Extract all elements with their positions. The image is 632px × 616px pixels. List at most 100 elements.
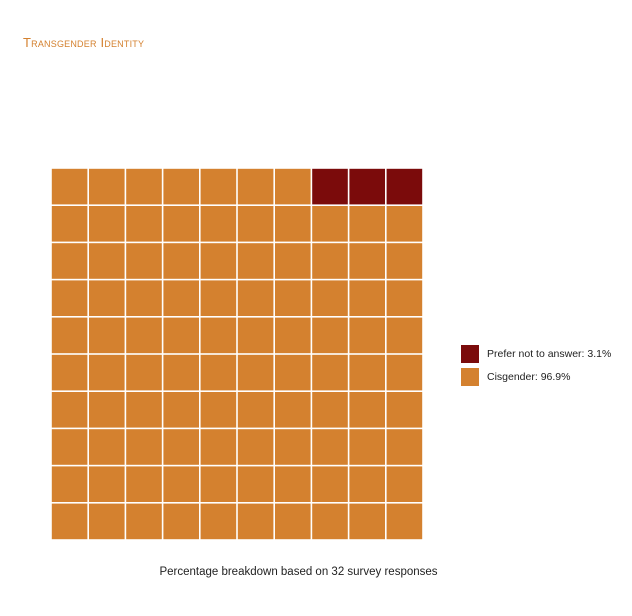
waffle-cell-cisgender (275, 503, 311, 540)
waffle-cell-cisgender (89, 354, 125, 391)
legend-swatch-cisgender (461, 367, 479, 386)
waffle-cell-cisgender (126, 466, 162, 502)
waffle-chart (51, 168, 423, 540)
waffle-cell-cisgender (237, 354, 274, 391)
waffle-cell-cisgender (89, 168, 125, 205)
waffle-cell-cisgender (200, 206, 237, 242)
waffle-cell-cisgender (163, 243, 199, 279)
waffle-cell-cisgender (89, 503, 125, 540)
waffle-cell-cisgender (51, 280, 88, 316)
waffle-cell-cisgender (200, 466, 237, 502)
waffle-cell-cisgender (126, 168, 162, 205)
waffle-cell-cisgender (386, 466, 423, 502)
waffle-cell-cisgender (349, 206, 385, 242)
waffle-cell-cisgender (349, 243, 385, 279)
waffle-cell-cisgender (89, 392, 125, 428)
waffle-cell-prefer-not (349, 168, 385, 205)
waffle-cell-cisgender (126, 429, 162, 465)
waffle-cell-cisgender (51, 317, 88, 354)
waffle-cell-cisgender (275, 392, 311, 428)
waffle-cell-cisgender (312, 429, 348, 465)
legend-label-prefer-not: Prefer not to answer: 3.1% (487, 347, 612, 360)
waffle-cell-cisgender (163, 206, 199, 242)
waffle-cell-cisgender (89, 280, 125, 316)
waffle-cell-cisgender (200, 280, 237, 316)
waffle-cell-cisgender (386, 354, 423, 391)
waffle-cell-cisgender (200, 503, 237, 540)
waffle-cell-cisgender (237, 466, 274, 502)
waffle-cell-cisgender (312, 317, 348, 354)
waffle-cell-cisgender (312, 206, 348, 242)
waffle-cell-cisgender (89, 206, 125, 242)
waffle-cell-cisgender (126, 354, 162, 391)
waffle-cell-cisgender (89, 429, 125, 465)
waffle-cell-cisgender (126, 392, 162, 428)
waffle-cell-cisgender (89, 317, 125, 354)
waffle-cell-cisgender (237, 243, 274, 279)
waffle-cell-cisgender (349, 280, 385, 316)
waffle-cell-cisgender (51, 168, 88, 205)
waffle-cell-cisgender (126, 243, 162, 279)
waffle-cell-cisgender (349, 317, 385, 354)
page-title: Transgender Identity (23, 35, 145, 50)
waffle-cell-cisgender (386, 392, 423, 428)
waffle-cell-prefer-not (312, 168, 348, 205)
waffle-cell-cisgender (89, 466, 125, 502)
waffle-cell-cisgender (163, 168, 199, 205)
legend-swatch-prefer-not (461, 344, 479, 363)
waffle-cell-cisgender (386, 206, 423, 242)
waffle-cell-cisgender (200, 392, 237, 428)
waffle-cell-cisgender (51, 392, 88, 428)
waffle-cell-cisgender (51, 206, 88, 242)
waffle-cell-cisgender (163, 317, 199, 354)
waffle-cell-cisgender (163, 503, 199, 540)
waffle-cell-cisgender (312, 243, 348, 279)
waffle-cell-cisgender (312, 503, 348, 540)
waffle-cell-cisgender (200, 317, 237, 354)
waffle-cell-cisgender (163, 429, 199, 465)
waffle-cell-cisgender (312, 392, 348, 428)
waffle-cell-cisgender (349, 354, 385, 391)
waffle-cell-cisgender (275, 466, 311, 502)
waffle-cell-cisgender (275, 206, 311, 242)
waffle-cell-cisgender (386, 317, 423, 354)
waffle-cell-cisgender (163, 392, 199, 428)
waffle-cell-cisgender (163, 466, 199, 502)
waffle-cell-cisgender (386, 280, 423, 316)
waffle-cell-cisgender (237, 503, 274, 540)
waffle-cell-cisgender (51, 429, 88, 465)
waffle-cell-cisgender (275, 354, 311, 391)
waffle-cell-cisgender (275, 168, 311, 205)
waffle-cell-cisgender (51, 503, 88, 540)
waffle-cell-cisgender (275, 429, 311, 465)
waffle-cell-prefer-not (386, 168, 423, 205)
waffle-cell-cisgender (386, 503, 423, 540)
waffle-cell-cisgender (237, 168, 274, 205)
waffle-cell-cisgender (163, 354, 199, 391)
waffle-cell-cisgender (349, 392, 385, 428)
waffle-cell-cisgender (126, 206, 162, 242)
waffle-cell-cisgender (349, 466, 385, 502)
waffle-cell-cisgender (312, 466, 348, 502)
waffle-cell-cisgender (200, 243, 237, 279)
waffle-cell-cisgender (51, 243, 88, 279)
legend-item-cisgender: Cisgender: 96.9% (461, 367, 611, 386)
waffle-cell-cisgender (89, 243, 125, 279)
waffle-cell-cisgender (200, 354, 237, 391)
legend-item-prefer-not: Prefer not to answer: 3.1% (461, 344, 611, 363)
waffle-cell-cisgender (237, 317, 274, 354)
waffle-cell-cisgender (275, 280, 311, 316)
waffle-cell-cisgender (312, 280, 348, 316)
waffle-cell-cisgender (51, 466, 88, 502)
waffle-cell-cisgender (349, 429, 385, 465)
waffle-cell-cisgender (51, 354, 88, 391)
waffle-svg (51, 168, 423, 540)
legend: Prefer not to answer: 3.1% Cisgender: 96… (461, 344, 611, 390)
waffle-cell-cisgender (237, 280, 274, 316)
waffle-cell-cisgender (163, 280, 199, 316)
waffle-cell-cisgender (237, 429, 274, 465)
waffle-cell-cisgender (237, 392, 274, 428)
legend-label-cisgender: Cisgender: 96.9% (487, 370, 571, 383)
waffle-cell-cisgender (200, 168, 237, 205)
waffle-cell-cisgender (386, 243, 423, 279)
